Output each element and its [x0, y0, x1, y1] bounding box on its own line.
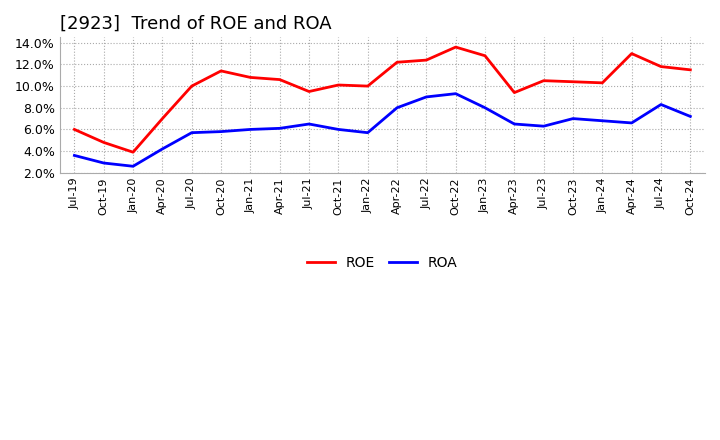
ROA	[422, 94, 431, 99]
ROE	[598, 80, 607, 85]
Legend: ROE, ROA: ROE, ROA	[302, 250, 463, 275]
ROA	[510, 121, 518, 127]
ROE	[217, 68, 225, 73]
ROA	[246, 127, 255, 132]
ROE	[569, 79, 577, 84]
ROE	[539, 78, 548, 83]
ROE	[305, 89, 313, 94]
ROA	[392, 105, 401, 110]
ROE	[158, 116, 167, 121]
ROA	[158, 146, 167, 151]
ROA	[686, 114, 695, 119]
ROE	[129, 150, 138, 155]
ROE	[99, 140, 108, 145]
Line: ROA: ROA	[74, 94, 690, 166]
ROA	[627, 120, 636, 125]
ROE	[392, 59, 401, 65]
Line: ROE: ROE	[74, 47, 690, 152]
ROE	[657, 64, 665, 69]
ROA	[187, 130, 196, 136]
ROE	[364, 84, 372, 89]
ROA	[334, 127, 343, 132]
ROE	[187, 84, 196, 89]
ROE	[451, 44, 460, 50]
ROA	[364, 130, 372, 136]
ROE	[510, 90, 518, 95]
ROA	[99, 160, 108, 165]
ROA	[451, 91, 460, 96]
ROE	[334, 82, 343, 88]
ROA	[305, 121, 313, 127]
ROA	[129, 164, 138, 169]
ROA	[569, 116, 577, 121]
ROE	[627, 51, 636, 56]
ROA	[598, 118, 607, 123]
ROA	[539, 124, 548, 129]
ROA	[217, 129, 225, 134]
ROE	[275, 77, 284, 82]
ROA	[275, 126, 284, 131]
ROE	[70, 127, 78, 132]
ROE	[422, 58, 431, 63]
ROE	[481, 53, 490, 59]
ROA	[657, 102, 665, 107]
ROE	[246, 75, 255, 80]
ROA	[481, 105, 490, 110]
Text: [2923]  Trend of ROE and ROA: [2923] Trend of ROE and ROA	[60, 15, 331, 33]
ROE	[686, 67, 695, 73]
ROA	[70, 153, 78, 158]
